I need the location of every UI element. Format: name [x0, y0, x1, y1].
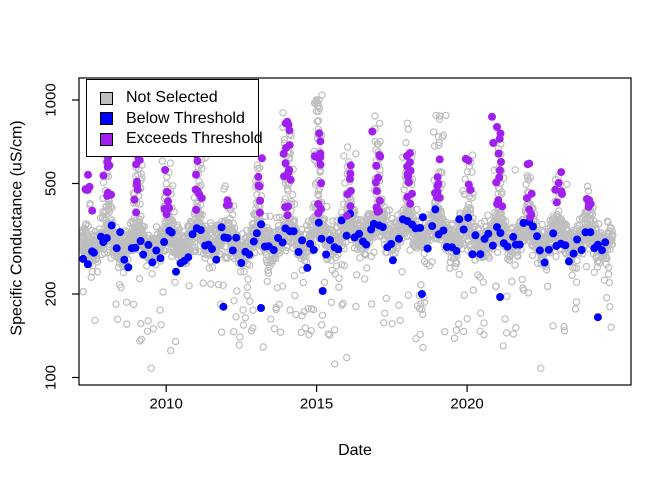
x-tick-label: 2010 — [150, 395, 183, 412]
legend-label: Not Selected — [126, 89, 218, 107]
below-threshold-points — [79, 205, 610, 322]
legend-row-below-threshold: Below Threshold — [100, 109, 258, 130]
y-tick-label: 500 — [43, 171, 60, 196]
y-tick-label: 200 — [43, 281, 60, 306]
y-tick-label: 1000 — [43, 83, 60, 116]
exceeds-threshold-points — [81, 112, 595, 222]
legend-label: Below Threshold — [126, 109, 245, 127]
axes: 2010 2015 2020 100 200 500 1000 — [43, 83, 484, 412]
not-selected-swatch-icon — [100, 91, 113, 105]
legend-row-not-selected: Not Selected — [100, 88, 258, 109]
y-axis-title: Specific Conductance (uS/cm) — [9, 120, 26, 335]
legend: Not Selected Below Threshold Exceeds Thr… — [86, 79, 263, 157]
x-axis-title: Date — [338, 442, 372, 459]
exceeds-threshold-swatch-icon — [100, 132, 113, 146]
x-tick-label: 2015 — [300, 395, 333, 412]
legend-row-exceeds-threshold: Exceeds Threshold — [100, 129, 263, 150]
x-tick-label: 2020 — [450, 395, 483, 412]
legend-label: Exceeds Threshold — [126, 130, 263, 148]
plot-border — [78, 77, 632, 386]
y-tick-label: 100 — [43, 365, 60, 390]
scatter-points — [79, 91, 617, 372]
below-threshold-swatch-icon — [100, 112, 113, 126]
